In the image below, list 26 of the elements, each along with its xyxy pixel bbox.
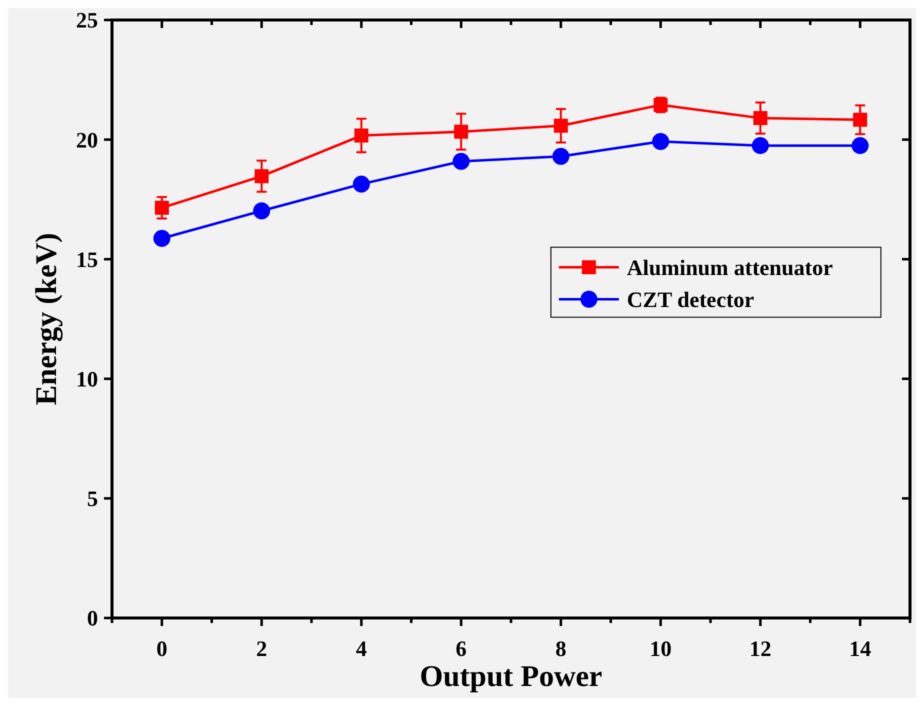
- point: [752, 137, 769, 154]
- y-tick-label: 5: [87, 486, 98, 512]
- x-tick-label: 6: [456, 636, 467, 661]
- x-tick-label: 12: [749, 636, 772, 661]
- x-tick-label: 4: [356, 636, 367, 661]
- y-axis-title: Energy (keV): [30, 232, 63, 406]
- y-tick-label: 25: [76, 8, 98, 33]
- y-tick-label: 15: [76, 246, 98, 272]
- legend-label: Aluminum attenuator: [626, 254, 834, 280]
- x-tick-label: 0: [156, 636, 168, 661]
- point: [352, 176, 370, 193]
- x-tick-label: 2: [256, 636, 268, 661]
- point: [153, 230, 170, 247]
- y-tick-label: 0: [87, 606, 98, 631]
- point: [852, 137, 869, 154]
- y-tick-label: 10: [76, 366, 98, 392]
- y-tick-label: 20: [76, 127, 98, 152]
- point: [652, 133, 670, 150]
- point: [552, 148, 570, 165]
- x-tick-label: 10: [650, 636, 672, 661]
- x-tick-label: 14: [849, 636, 872, 661]
- point: [452, 152, 470, 170]
- point: [253, 202, 270, 220]
- x-axis-title: Output Power: [420, 660, 602, 693]
- legend-label: CZT detector: [626, 286, 754, 312]
- x-tick-label: 8: [555, 636, 566, 661]
